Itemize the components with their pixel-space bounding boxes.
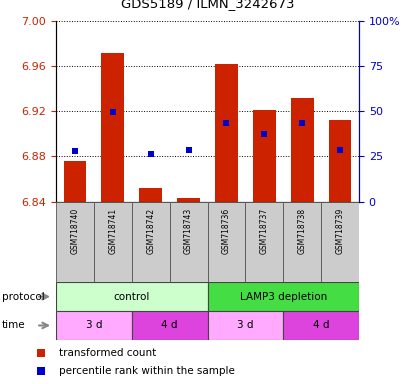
Bar [170, 202, 208, 282]
Bar [132, 202, 170, 282]
Text: 3 d: 3 d [237, 320, 254, 331]
Text: GSM718736: GSM718736 [222, 208, 231, 254]
Bar [283, 311, 359, 340]
Text: GSM718740: GSM718740 [71, 208, 79, 254]
Bar [321, 202, 359, 282]
Text: percentile rank within the sample: percentile rank within the sample [59, 366, 235, 376]
Text: transformed count: transformed count [59, 348, 156, 358]
Bar [283, 202, 321, 282]
Text: 4 d: 4 d [161, 320, 178, 331]
Text: GSM718738: GSM718738 [298, 208, 307, 254]
Bar [208, 311, 283, 340]
Text: time: time [2, 320, 26, 331]
Bar [56, 282, 208, 311]
Text: LAMP3 depletion: LAMP3 depletion [239, 291, 327, 302]
Bar [208, 202, 245, 282]
Bar [101, 53, 124, 202]
Bar [245, 202, 283, 282]
Bar [63, 161, 86, 202]
Bar [253, 110, 276, 202]
Bar [215, 64, 238, 202]
Text: 4 d: 4 d [313, 320, 330, 331]
Text: GDS5189 / ILMN_3242673: GDS5189 / ILMN_3242673 [121, 0, 294, 10]
Bar [291, 98, 314, 202]
Text: 3 d: 3 d [85, 320, 102, 331]
Bar [132, 311, 208, 340]
Text: control: control [114, 291, 150, 302]
Text: GSM718737: GSM718737 [260, 208, 269, 254]
Bar [56, 311, 132, 340]
Bar [208, 282, 359, 311]
Bar [56, 202, 94, 282]
Text: GSM718741: GSM718741 [108, 208, 117, 254]
Bar [139, 188, 162, 202]
Text: GSM718742: GSM718742 [146, 208, 155, 254]
Bar [94, 202, 132, 282]
Text: GSM718743: GSM718743 [184, 208, 193, 254]
Bar [329, 121, 352, 202]
Bar [177, 198, 200, 202]
Text: protocol: protocol [2, 291, 45, 302]
Text: GSM718739: GSM718739 [336, 208, 344, 254]
